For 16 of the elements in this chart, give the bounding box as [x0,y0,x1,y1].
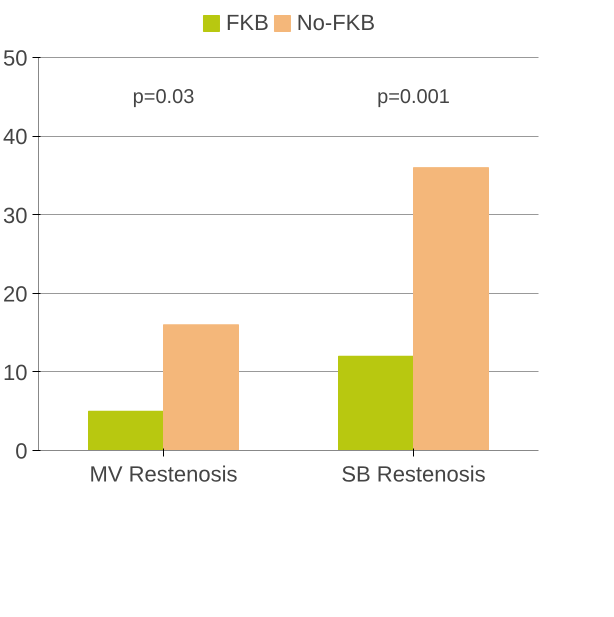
y-tick-label: 10 [3,360,28,385]
bar [88,410,164,450]
bar [163,324,239,450]
annotation: p=0.001 [377,86,450,108]
y-tick-label: 50 [3,46,28,71]
x-tick-label: SB Restenosis [341,462,486,486]
bar [338,356,414,450]
y-tick-label: 20 [3,281,28,306]
annotation: p=0.03 [132,86,194,108]
y-tick-label: 40 [3,124,28,150]
y-tick-label: 0 [15,438,28,464]
y-tick-label: 30 [3,202,28,228]
bar [413,167,489,450]
x-tick-label: MV Restenosis [90,462,238,486]
legend-label: FKB [226,10,269,36]
legend-label: No-FKB [296,10,376,36]
